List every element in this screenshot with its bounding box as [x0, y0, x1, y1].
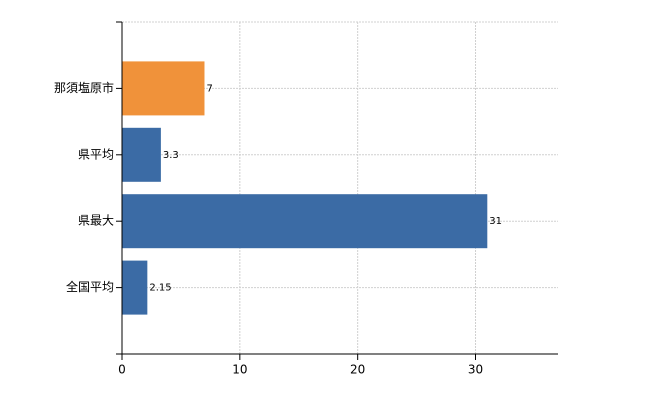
bar: [122, 194, 488, 249]
x-tick-label: 30: [468, 363, 483, 377]
y-tick-label: 那須塩原市: [54, 80, 114, 95]
bar: [122, 260, 148, 315]
value-label: 7: [206, 83, 212, 94]
bar: [122, 61, 205, 116]
value-label: 2.15: [149, 283, 171, 294]
value-label: 3.3: [163, 150, 179, 161]
y-tick-label: 県平均: [78, 147, 114, 161]
y-tick-label: 全国平均: [66, 279, 114, 294]
bar: [122, 127, 161, 182]
x-tick-label: 10: [232, 363, 247, 377]
value-label: 31: [489, 216, 502, 227]
y-tick-label: 県最大: [78, 214, 114, 228]
x-tick-label: 0: [118, 363, 126, 377]
x-tick-label: 20: [350, 363, 365, 377]
